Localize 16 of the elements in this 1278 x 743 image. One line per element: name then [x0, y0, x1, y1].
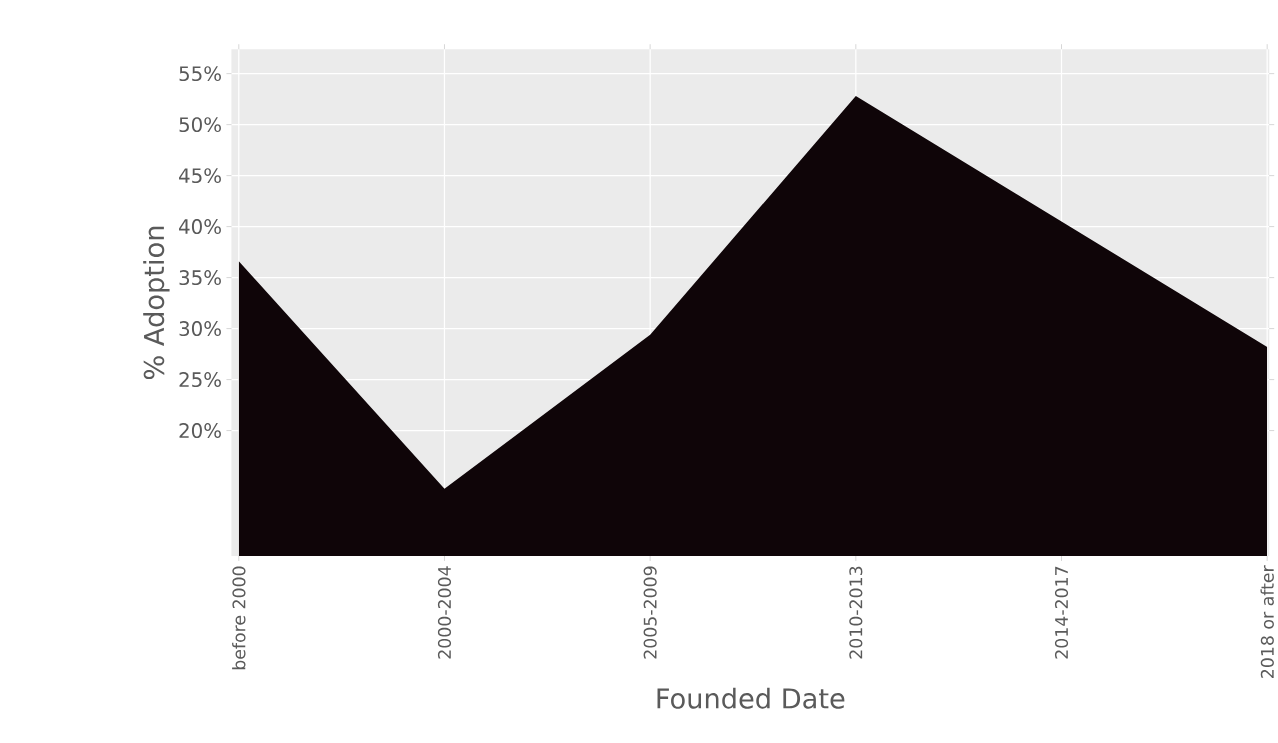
x-tick-label: 2005-2009 [643, 566, 657, 659]
y-axis-title: % Adoption [143, 227, 170, 380]
y-tick-label: 35% [179, 270, 221, 286]
y-tick-label: 25% [179, 372, 221, 388]
x-axis-title: Founded Date [657, 687, 845, 709]
x-tick-label: before 2000 [232, 566, 246, 670]
x-tick-label: 2010-2013 [849, 566, 863, 659]
y-tick-label: 55% [179, 66, 221, 82]
y-tick-label: 30% [179, 321, 221, 337]
y-tick-label: 40% [179, 219, 221, 235]
x-tick-label: 2000-2004 [437, 566, 452, 659]
y-tick-label: 45% [179, 168, 221, 184]
x-tick-label: 2018 or after [1260, 565, 1274, 679]
y-tick-label: 20% [179, 423, 221, 439]
x-tick-label: 2014-2017 [1054, 567, 1069, 659]
y-tick-label: 50% [179, 117, 221, 133]
